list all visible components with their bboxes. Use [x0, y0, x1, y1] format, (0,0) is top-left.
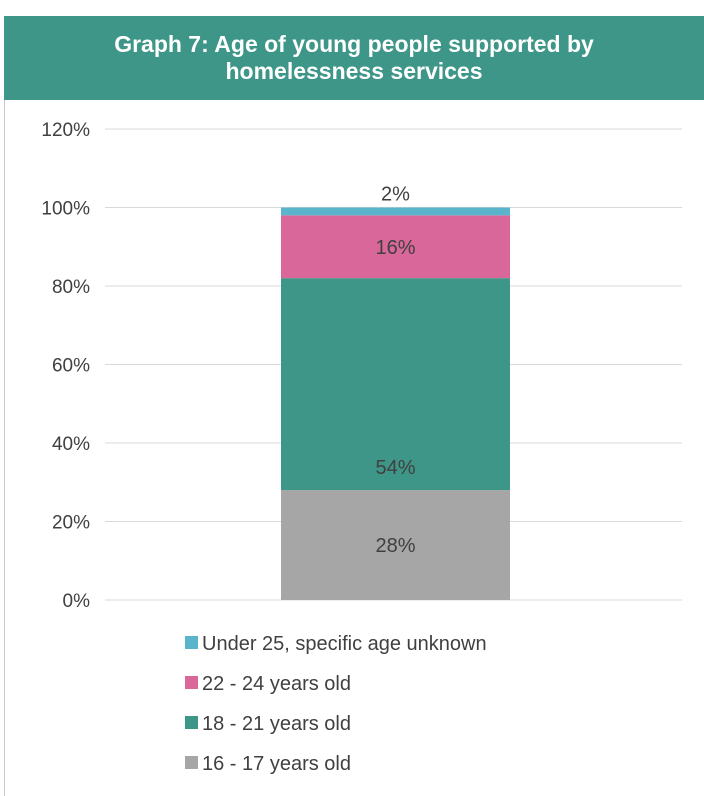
bar-segment-1: [281, 490, 510, 600]
y-tick-label: 60%: [52, 356, 90, 377]
y-tick-label: 20%: [52, 513, 90, 534]
data-label: 16%: [375, 237, 415, 259]
legend-label: 22 - 24 years old: [202, 673, 351, 695]
data-label: 28%: [375, 535, 415, 557]
y-tick-label: 40%: [52, 434, 90, 455]
legend-swatch: [185, 756, 198, 769]
y-tick-label: 100%: [41, 199, 90, 220]
y-tick-label: 120%: [41, 120, 90, 141]
frame-left-border: [4, 100, 5, 796]
bar-segment-2: [281, 278, 510, 491]
y-tick-label: 0%: [63, 591, 91, 612]
legend-label: 16 - 17 years old: [202, 753, 351, 775]
y-tick-label: 80%: [52, 277, 90, 298]
bar-segment-3: [281, 215, 510, 279]
bar-segment-4: [281, 207, 510, 216]
legend-swatch: [185, 676, 198, 689]
legend-swatch: [185, 716, 198, 729]
data-label: 54%: [375, 457, 415, 479]
chart-title: Graph 7: Age of young people supported b…: [4, 16, 704, 100]
data-label: 2%: [381, 184, 410, 206]
legend-label: 18 - 21 years old: [202, 713, 351, 735]
legend-label: Under 25, specific age unknown: [202, 633, 487, 655]
legend-swatch: [185, 636, 198, 649]
